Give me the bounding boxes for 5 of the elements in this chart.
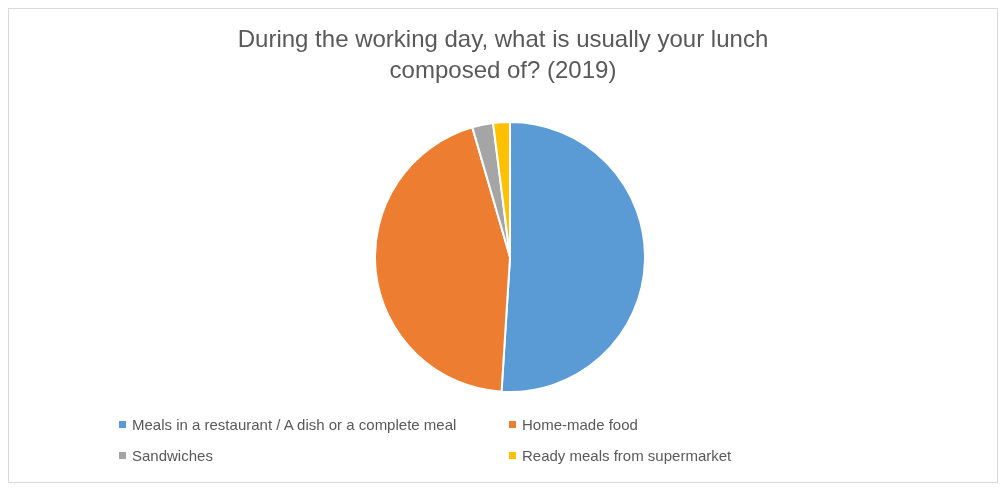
legend-label: Meals in a restaurant / A dish or a complete meal bbox=[132, 416, 457, 433]
legend-label: Sandwiches bbox=[132, 447, 213, 464]
legend-label: Ready meals from supermarket bbox=[522, 447, 732, 464]
legend-label: Home-made food bbox=[522, 416, 638, 433]
chart-title: During the working day, what is usually your lunch composed of? (2019) bbox=[236, 24, 770, 85]
